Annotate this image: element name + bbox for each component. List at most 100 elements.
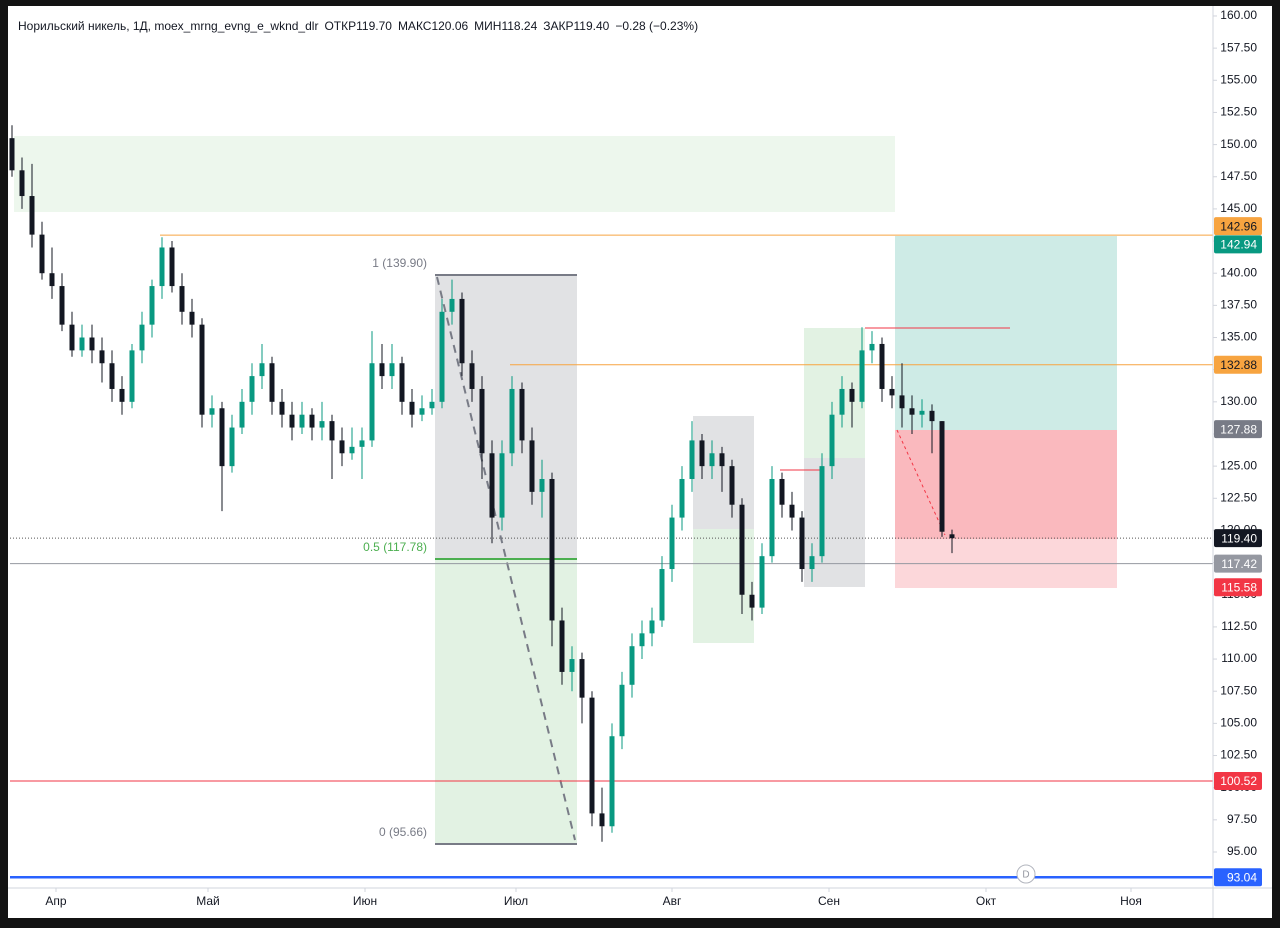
candle-body [709,453,715,467]
candle-body [389,363,395,377]
candle-body [749,594,755,608]
candle-body [299,414,305,428]
candle-body [249,376,255,402]
candle-body [719,453,725,467]
x-tick-label: Авг [663,894,682,908]
candle-body [479,388,485,454]
y-tick-label: 140.00 [1220,265,1257,279]
candle-body [239,401,245,428]
candle-body [949,534,955,539]
price-badge-label: 142.96 [1220,219,1257,233]
candle-body [549,478,555,621]
candle-body [39,234,45,274]
candle-body [529,440,535,492]
y-tick-label: 160.00 [1220,8,1257,22]
candle-body [519,388,525,441]
zone [693,529,754,643]
candle-body [19,170,25,197]
candle-body [869,343,875,351]
fib-label: 1 (139.90) [372,256,427,270]
candle-body [49,273,55,287]
chart-background [8,6,1272,918]
candle-body [379,363,385,377]
candle-body [449,298,455,312]
candle-body [829,414,835,467]
y-tick-label: 97.50 [1227,812,1257,826]
candle-body [359,440,365,447]
candle-body [639,633,645,647]
candle-body [759,556,765,608]
candle-body [149,286,155,325]
price-badge [1214,217,1262,236]
fib-zone [435,559,577,844]
candle-body [289,414,295,428]
position-line [896,429,946,536]
target-zone [895,236,1117,430]
candle-body [649,620,655,634]
candle-body [219,408,225,467]
x-tick-label: Май [196,894,220,908]
candle-body [509,388,515,454]
candle-body [899,395,905,409]
stat: −0.28 (−0.23%) [615,19,698,33]
candle-body [849,388,855,402]
y-tick-label: 110.00 [1221,651,1257,665]
candle-body [119,388,125,402]
candle-body [879,343,885,389]
candle-body [799,517,805,570]
candle-body [499,453,505,518]
candle-body [9,138,15,171]
candle-body [539,478,545,492]
price-badge-label: 117.42 [1221,557,1257,571]
x-tick-label: Окт [976,894,997,908]
fib-zone [435,275,577,559]
candle-body [809,556,815,570]
candle-body [629,646,635,685]
badges: 142.96 142.94 132.88 127.88 119.40 117.42 115.… [1214,217,1262,887]
candle-body [689,440,695,479]
price-badge-label: 100.52 [1220,774,1257,788]
y-tick-label: 122.50 [1220,490,1257,504]
candle-body [429,401,435,409]
candle-body [319,421,325,428]
price-badge-label: 115.58 [1221,580,1257,594]
candle-body [789,504,795,518]
fib-label: 0 (95.66) [379,825,427,839]
y-tick-label: 155.00 [1220,72,1257,86]
price-badge [1214,578,1262,597]
candle-body [919,410,925,415]
candle-body [769,478,775,557]
candle-body [559,620,565,672]
candle-body [469,363,475,389]
x-tick-label: Апр [45,894,67,908]
candle-body [739,504,745,595]
candle-body [329,421,335,441]
candle-body [619,684,625,737]
candle-body [839,388,845,415]
candle-body [309,414,315,428]
candle-body [459,298,465,364]
candle-body [69,324,75,351]
y-tick-label: 125.00 [1220,458,1257,472]
y-tick-label: 135.00 [1220,330,1257,344]
candle-body [909,408,915,415]
candle-body [349,446,355,454]
candle-body [99,350,105,364]
stop-zone [895,430,1117,539]
chart-title: Норильский никель, 1Д, moex_mrng_evng_e_… [18,19,698,33]
candle-body [399,363,405,402]
candle-body [209,408,215,415]
candle-body [569,659,575,672]
candle-body [579,659,585,698]
candle-body [339,440,345,454]
price-badge-label: 132.88 [1220,358,1257,372]
y-tick-label: 147.50 [1220,169,1257,183]
x-tick-label: Ноя [1120,894,1142,908]
y-tick-label: 95.00 [1227,844,1257,858]
candle-body [599,813,605,827]
dividend-marker [1016,864,1036,884]
candle-body [419,408,425,415]
y-tick-label: 102.50 [1220,748,1257,762]
